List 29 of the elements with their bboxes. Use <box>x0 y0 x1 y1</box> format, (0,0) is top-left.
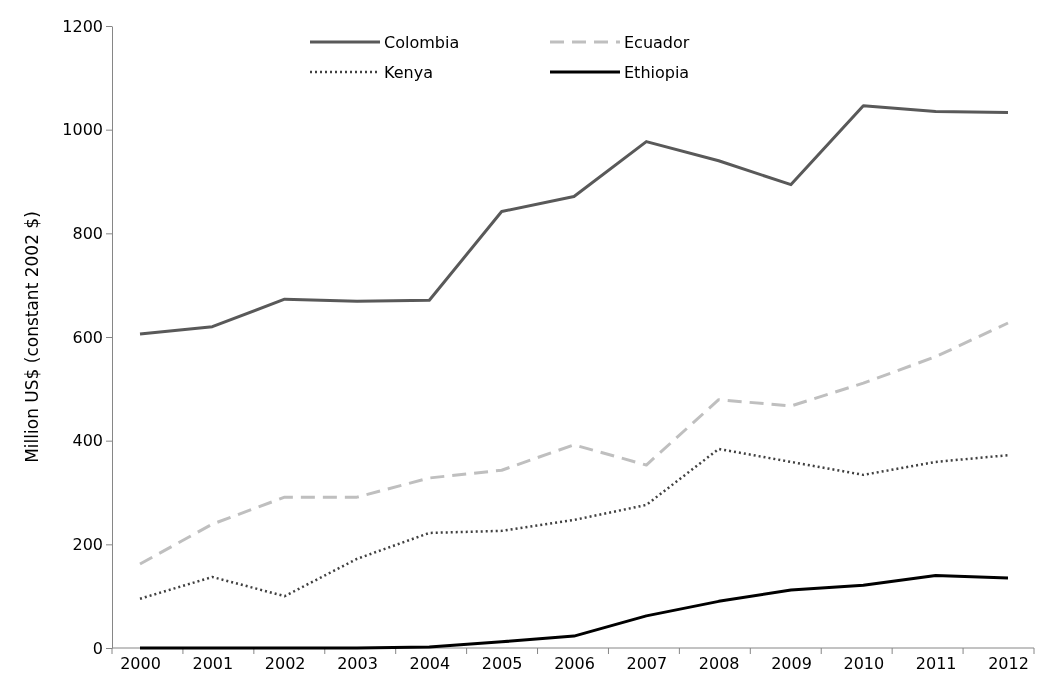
x-tick-label: 2012 <box>988 654 1029 674</box>
line-series <box>138 104 1010 336</box>
x-tick-label: 2000 <box>120 654 161 674</box>
y-tick-label: 0 <box>92 638 103 658</box>
line-series <box>138 573 1010 650</box>
legend-label: Ecuador <box>624 33 690 52</box>
x-tick-label: 2011 <box>915 654 957 674</box>
x-tick-label: 2004 <box>409 654 451 674</box>
y-tick-label: 200 <box>72 534 103 554</box>
legend-label: Ethiopia <box>624 63 690 82</box>
x-tick-label: 2010 <box>843 654 885 674</box>
x-tick-label: 2005 <box>481 654 523 674</box>
y-axis-title: Million US$ (constant 2002 $) <box>22 211 42 463</box>
legend-label: Kenya <box>384 63 433 82</box>
x-tick-label: 2006 <box>554 654 595 674</box>
y-tick-label: 400 <box>72 431 103 451</box>
line-series <box>138 447 1010 601</box>
y-tick-label: 1200 <box>62 16 103 36</box>
y-tick-label: 600 <box>72 327 103 347</box>
legend-label: Colombia <box>384 33 460 52</box>
x-tick-label: 2008 <box>698 654 740 674</box>
x-tick-label: 2007 <box>626 654 668 674</box>
line-series <box>138 321 1010 566</box>
x-tick-label: 2003 <box>337 654 378 674</box>
y-tick-label: 800 <box>72 223 103 243</box>
x-tick-label: 2009 <box>771 654 812 674</box>
x-tick-label: 2002 <box>264 654 306 674</box>
x-tick-label: 2001 <box>192 654 234 674</box>
y-tick-label: 1000 <box>62 120 103 140</box>
